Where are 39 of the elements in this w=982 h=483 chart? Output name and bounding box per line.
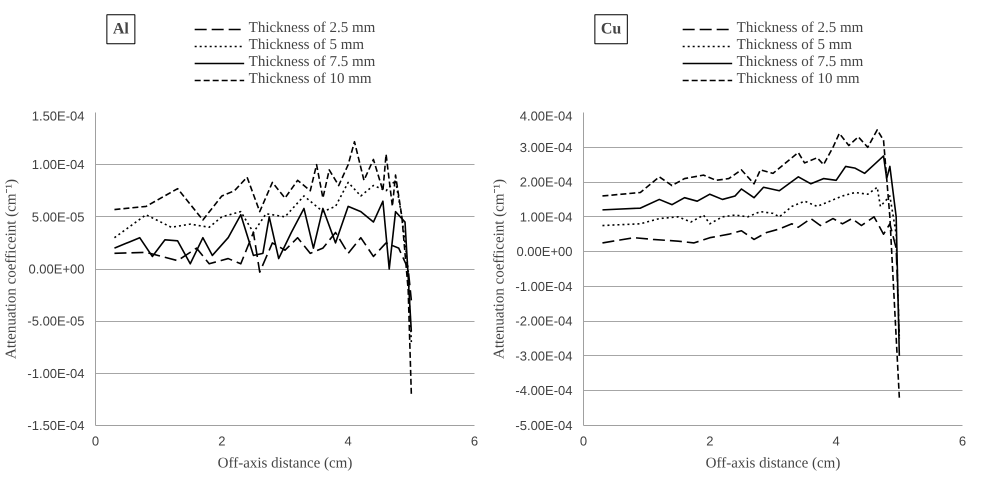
- y-tick-label: 2.00E-04: [520, 174, 573, 190]
- legend-label: Thickness of 10 mm: [736, 71, 860, 88]
- y-axis-title: Attenuation coefficeint (cm⁻¹): [3, 179, 20, 359]
- x-tick-label: 0: [92, 434, 100, 448]
- x-tick-label: 2: [706, 434, 714, 448]
- y-tick-label: 1.00E-04: [520, 209, 573, 224]
- y-tick-label: 4.00E-04: [520, 108, 573, 124]
- y-tick-label: -1.50E-04: [27, 418, 85, 433]
- chart-title: Cu: [600, 20, 622, 38]
- legend-label: Thickness of 5 mm: [248, 37, 364, 54]
- legend-label: Thickness of 7.5 mm: [736, 54, 864, 71]
- x-tick-label: 6: [958, 434, 966, 448]
- y-tick-label: 0.00E+00: [516, 244, 573, 260]
- y-tick-label: -2.00E-04: [515, 314, 573, 329]
- x-tick-label: 4: [832, 434, 840, 448]
- y-tick-label: 1.50E-04: [32, 108, 85, 124]
- x-axis-title: Off-axis distance (cm): [706, 456, 840, 472]
- x-tick-label: 4: [344, 434, 352, 448]
- legend-label: Thickness of 5 mm: [736, 37, 852, 54]
- legend-label: Thickness of 10 mm: [248, 71, 372, 88]
- y-tick-label: -1.00E-04: [515, 278, 573, 294]
- y-tick-label: 5.00E-05: [32, 209, 85, 224]
- y-tick-label: -5.00E-04: [515, 418, 573, 433]
- x-tick-label: 6: [470, 434, 478, 448]
- chart-title: Al: [112, 20, 130, 38]
- x-tick-label: 0: [580, 434, 588, 448]
- y-tick-label: -3.00E-04: [515, 348, 573, 364]
- legend-label: Thickness of 2.5 mm: [248, 20, 376, 37]
- legend-label: Thickness of 2.5 mm: [736, 20, 864, 37]
- y-tick-label: -5.00E-05: [27, 314, 85, 329]
- y-tick-label: 3.00E-04: [520, 140, 573, 155]
- y-tick-label: -4.00E-04: [515, 383, 573, 398]
- y-tick-label: -1.00E-04: [27, 366, 85, 381]
- y-axis-title: Attenuation coefficeint (cm⁻¹): [491, 179, 508, 359]
- x-axis-title: Off-axis distance (cm): [218, 456, 352, 472]
- legend-label: Thickness of 7.5 mm: [248, 54, 376, 71]
- y-tick-label: 0.00E+00: [28, 262, 85, 276]
- x-tick-label: 2: [218, 434, 226, 448]
- y-tick-label: 1.00E-04: [32, 157, 85, 172]
